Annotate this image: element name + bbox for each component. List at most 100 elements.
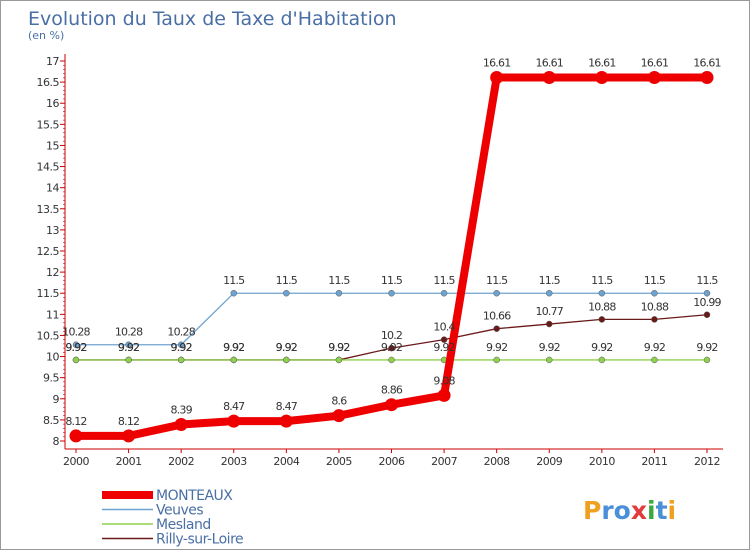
- data-label-monteaux: 16.61: [588, 56, 616, 69]
- data-label-mesland: 9.92: [644, 341, 665, 354]
- data-point-monteaux: [279, 414, 293, 428]
- data-point-monteaux: [647, 70, 661, 84]
- data-label-rilly-sur-loire: 10.66: [483, 310, 511, 323]
- data-label-veuves: 11.5: [539, 274, 561, 287]
- y-tick-label: 14: [46, 182, 59, 195]
- logo-text: Proxiti: [583, 496, 676, 525]
- data-label-monteaux: 9.08: [433, 374, 455, 387]
- data-label-monteaux: 16.61: [641, 56, 669, 69]
- data-label-veuves: 11.5: [486, 274, 508, 287]
- data-label-veuves: 11.5: [644, 274, 666, 287]
- y-tick-label: 12: [46, 266, 59, 279]
- data-label-mesland: 9.92: [171, 341, 192, 354]
- data-label-veuves: 11.5: [591, 274, 613, 287]
- data-label-veuves: 11.5: [328, 274, 350, 287]
- data-point-veuves: [72, 341, 80, 348]
- x-tick-label: 2003: [221, 455, 247, 468]
- data-point-rilly-sur-loire: [388, 344, 395, 352]
- data-label-rilly-sur-loire: 9.92: [328, 341, 349, 354]
- data-point-monteaux: [174, 418, 188, 432]
- data-label-rilly-sur-loire: 10.88: [641, 300, 669, 313]
- data-point-veuves: [493, 289, 500, 297]
- data-label-veuves: 10.28: [62, 326, 90, 339]
- legend-label: Mesland: [156, 517, 211, 533]
- data-label-mesland: 9.92: [276, 341, 297, 354]
- data-point-monteaux: [227, 414, 241, 428]
- data-point-mesland: [651, 356, 658, 364]
- data-point-veuves: [703, 289, 711, 297]
- data-label-monteaux: 8.47: [276, 400, 298, 413]
- chart-subtitle: (en %): [28, 29, 64, 42]
- data-label-veuves: 11.5: [223, 274, 245, 287]
- data-point-mesland: [388, 356, 395, 364]
- legend-label: MONTEAUX: [156, 488, 233, 504]
- x-tick-label: 2009: [536, 455, 562, 468]
- logo-letter: t: [656, 496, 668, 525]
- data-point-veuves: [440, 289, 448, 297]
- data-label-monteaux: 8.6: [331, 395, 347, 408]
- data-point-veuves: [335, 289, 343, 297]
- x-tick-label: 2010: [589, 455, 615, 468]
- legend-label: Veuves: [156, 503, 203, 519]
- data-point-mesland: [72, 356, 80, 364]
- data-point-mesland: [230, 356, 237, 364]
- logo-letter: r: [601, 496, 614, 525]
- data-label-monteaux: 8.39: [171, 404, 193, 417]
- data-point-mesland: [703, 356, 711, 364]
- legend-label: Rilly-sur-Loire: [156, 532, 243, 548]
- data-label-monteaux: 8.12: [118, 415, 139, 428]
- data-point-monteaux: [69, 429, 83, 443]
- data-point-mesland: [125, 356, 132, 364]
- data-label-mesland: 9.92: [328, 341, 349, 354]
- y-tick-label: 14.5: [37, 161, 60, 174]
- y-tick-label: 10: [46, 351, 59, 364]
- data-point-rilly-sur-loire: [440, 336, 448, 343]
- axes: 8 8.5 9 9.5 10 10.5 11 11.5 12 12.5 13 13.5 14 14.5 15…: [37, 54, 723, 468]
- data-label-mesland: 9.92: [433, 341, 454, 354]
- x-tick-label: 2012: [694, 455, 720, 468]
- data-point-monteaux: [332, 409, 346, 423]
- data-label-mesland: 9.92: [65, 341, 86, 354]
- data-label-mesland: 9.92: [696, 341, 717, 354]
- logo-letter: P: [583, 496, 601, 525]
- data-point-veuves: [651, 289, 658, 297]
- y-tick-label: 8: [53, 435, 60, 448]
- data-label-rilly-sur-loire: 9.92: [65, 341, 86, 354]
- data-label-monteaux: 8.47: [223, 400, 245, 413]
- data-point-rilly-sur-loire: [546, 320, 553, 328]
- y-tick-label: 11.5: [37, 287, 60, 300]
- data-label-veuves: 11.5: [381, 274, 403, 287]
- x-tick-label: 2001: [116, 455, 142, 468]
- data-label-veuves: 10.28: [115, 326, 143, 339]
- data-label-rilly-sur-loire: 10.88: [588, 300, 616, 313]
- data-label-mesland: 9.92: [591, 341, 612, 354]
- data-point-veuves: [388, 289, 395, 297]
- data-point-veuves: [125, 341, 132, 348]
- chart-title: Evolution du Taux de Taxe d'Habitation: [28, 8, 397, 30]
- y-tick-label: 9: [53, 393, 60, 406]
- data-point-monteaux: [490, 70, 504, 84]
- logo-letter: x: [631, 496, 647, 525]
- y-tick-label: 11: [46, 308, 59, 321]
- x-tick-label: 2004: [273, 455, 299, 468]
- data-point-monteaux: [700, 70, 714, 84]
- data-label-rilly-sur-loire: 9.92: [276, 341, 297, 354]
- data-label-monteaux: 8.12: [65, 415, 86, 428]
- data-point-monteaux: [542, 70, 556, 84]
- data-label-mesland: 9.92: [381, 341, 402, 354]
- data-point-monteaux: [437, 388, 451, 402]
- data-point-mesland: [493, 356, 500, 364]
- y-tick-label: 16.5: [37, 76, 60, 89]
- data-label-rilly-sur-loire: 10.2: [381, 329, 402, 342]
- logo-letter: o: [614, 496, 631, 525]
- y-tick-label: 13.5: [37, 203, 60, 216]
- data-point-veuves: [598, 289, 606, 297]
- data-point-veuves: [546, 289, 553, 297]
- data-point-mesland: [177, 356, 185, 364]
- data-point-rilly-sur-loire: [598, 316, 606, 323]
- x-tick-label: 2008: [484, 455, 510, 468]
- y-tick-label: 13: [46, 224, 59, 237]
- data-label-rilly-sur-loire: 10.99: [693, 296, 721, 309]
- y-tick-label: 9.5: [43, 372, 59, 385]
